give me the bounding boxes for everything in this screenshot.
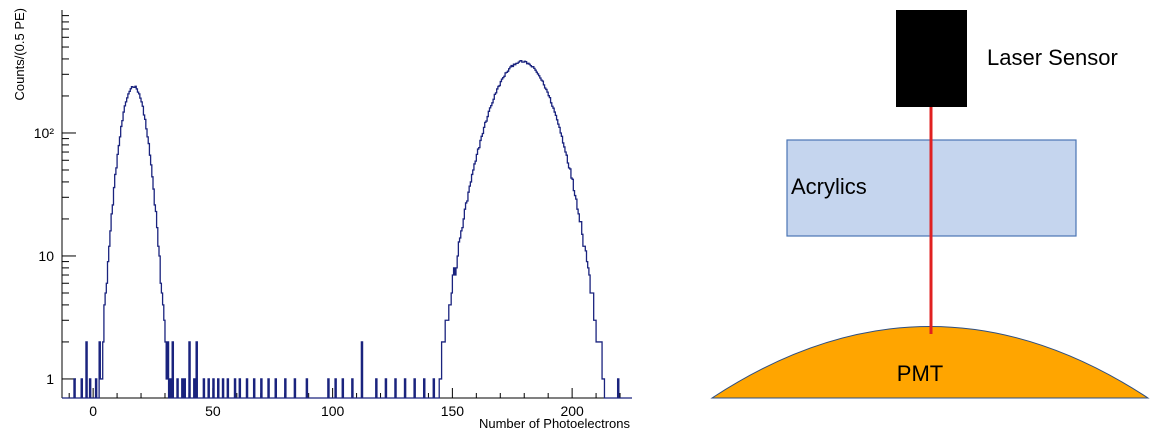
laser-sensor-box: [896, 10, 967, 107]
laser-sensor-label: Laser Sensor: [987, 45, 1118, 70]
chart-axes: [61, 10, 632, 399]
x-tick-label: 0: [89, 403, 97, 419]
acrylics-label: Acrylics: [791, 174, 867, 199]
y-tick-label: 10²: [34, 125, 55, 141]
y-axis-title: Counts/(0.5 PE): [12, 8, 27, 101]
pmt-label: PMT: [897, 361, 943, 386]
x-tick-label: 200: [560, 403, 584, 419]
x-tick-label: 150: [441, 403, 465, 419]
y-tick-label: 10: [38, 248, 54, 264]
x-axis-title: Number of Photoelectrons: [479, 416, 631, 431]
histogram-line: [62, 60, 632, 399]
tick-labels: 0 50 100 150 200 1 10 10²: [34, 125, 584, 419]
x-tick-label: 100: [321, 403, 345, 419]
chart-ticks: [62, 15, 621, 398]
histogram-chart: 0 50 100 150 200 1 10 10² Number of Photoelectr…: [12, 8, 632, 431]
x-tick-label: 50: [205, 403, 221, 419]
setup-diagram: PMT Acrylics Laser Sensor: [710, 10, 1150, 399]
pmt-dome: [710, 326, 1150, 399]
y-tick-label: 1: [46, 371, 54, 387]
